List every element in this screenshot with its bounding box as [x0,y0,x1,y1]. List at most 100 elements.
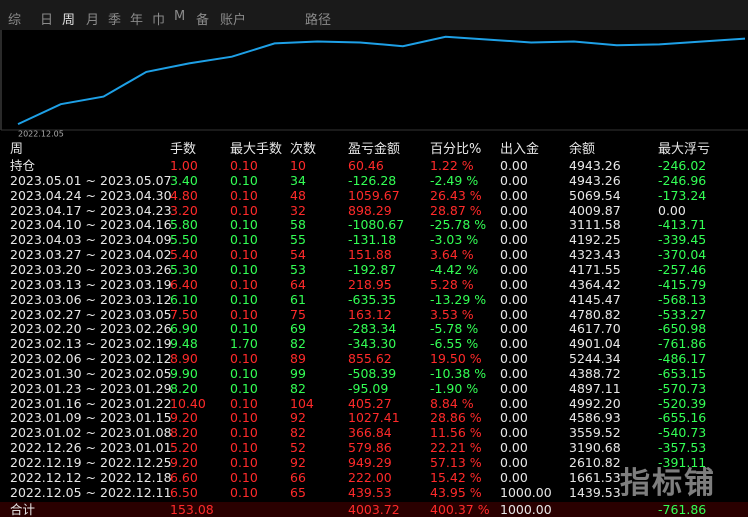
tab[interactable]: M [174,9,186,24]
table-row: 持仓 1.00 0.10 10 60.46 1.22 % 0.00 4943.26 -246.0… [0,158,748,173]
cell: 1059.67 [348,187,400,203]
cell: -246.02 [658,158,707,173]
cell: -173.24 [658,187,707,203]
cell: -570.73 [658,380,707,396]
cell: 0.00 [658,202,686,218]
cell: 15.42 % [430,469,482,485]
cell: 2023.01.16 ~ 2023.01.22 [10,395,172,411]
cell: 400.37 % [430,501,490,517]
cell: -568.13 [658,291,707,307]
cell: 898.29 [348,202,392,218]
cell: 60.46 [348,158,384,173]
cell: 22.21 % [430,440,482,456]
cell: 2023.01.30 ~ 2023.02.05 [10,365,172,381]
cell: 0.00 [500,202,528,218]
header-row: 周 手数 最大手数 次数 盈亏金额 百分比% 出入金 余额 最大浮亏 [0,142,748,157]
cell: 19.50 % [430,351,482,367]
cell: 0.10 [230,395,258,411]
cell: 0.00 [500,217,528,233]
cell: -257.46 [658,261,707,277]
cell: 0.10 [230,306,258,322]
cell: 8.20 [170,425,198,441]
cell: 0.00 [500,469,528,485]
cell: 32 [290,202,306,218]
total-row: 合计 153.08 4003.72 400.37 % 1000.00 -761.86 [0,501,748,517]
tab[interactable]: 路径 [305,13,332,28]
cell: 0.00 [500,306,528,322]
tab[interactable]: 账户 [220,13,247,28]
cell: 69 [290,321,306,337]
cell: 2023.04.17 ~ 2023.04.23 [10,202,172,218]
header-cell: 次数 [290,142,317,157]
cell: 0.10 [230,187,258,203]
cell: 2022.12.26 ~ 2023.01.01 [10,440,172,456]
cell: 0.00 [500,380,528,396]
cell: 89 [290,351,306,367]
tab[interactable]: 综 [8,13,22,28]
chart-bg [0,30,748,138]
cell: -13.29 % [430,291,487,307]
cell: 4009.87 [569,202,621,218]
watermark: 指标铺 [620,466,716,501]
tab[interactable]: 备 [196,13,210,28]
cell: 4171.55 [569,261,621,277]
cell: 0.10 [230,351,258,367]
table-row: 2023.01.30 ~ 2023.02.05 9.90 0.10 99 -508.39… [0,366,748,381]
table-row: 2023.02.27 ~ 2023.03.05 7.50 0.10 75 163.12 3… [0,307,748,322]
cell: 3559.52 [569,425,621,441]
tab[interactable]: 月 [86,13,100,28]
cell: 92 [290,410,306,426]
cell: 4388.72 [569,365,621,381]
cell: 0.10 [230,276,258,292]
cell: 0.00 [500,410,528,426]
header-cell: 余额 [569,142,596,157]
cell: -126.28 [348,172,397,188]
cell: 2023.04.10 ~ 2023.04.16 [10,217,172,233]
cell: 0.00 [500,158,528,173]
cell: 53 [290,261,306,277]
tab[interactable]: 日 [40,13,54,28]
cell: 5.28 % [430,276,474,292]
cell: 82 [290,380,306,396]
cell: 4003.72 [348,501,400,517]
cell: 6.60 [170,469,198,485]
tab[interactable]: 巾 [152,13,166,28]
table-row: 2022.12.19 ~ 2022.12.25 9.20 0.10 92 949.29 5… [0,455,748,470]
cell: 2023.04.24 ~ 2023.04.30 [10,187,172,203]
cell: -192.87 [348,261,397,277]
cell: 2022.12.12 ~ 2022.12.18 [10,469,172,485]
cell: -650.98 [658,321,707,337]
table-row: 2023.05.01 ~ 2023.05.07 3.40 0.10 34 -126.28… [0,173,748,188]
cell: 0.00 [500,395,528,411]
cell: 26.43 % [430,187,482,203]
cell: 2023.02.27 ~ 2023.03.05 [10,306,172,322]
cell: -413.71 [658,217,707,233]
tab[interactable]: 周 [62,13,76,28]
cell: 92 [290,455,306,470]
cell: 55 [290,232,306,248]
cell: -508.39 [348,365,397,381]
cell: 0.00 [500,261,528,277]
cell: 9.48 [170,336,198,352]
cell: 6.40 [170,276,198,292]
cell: 64 [290,276,306,292]
cell: 10.40 [170,395,206,411]
header-cell: 最大浮亏 [658,142,711,157]
tab[interactable]: 年 [130,13,144,28]
cell: 0.10 [230,380,258,396]
cell: -5.78 % [430,321,479,337]
cell: 75 [290,306,306,322]
cell: 0.00 [500,232,528,248]
cell: -95.09 [348,380,389,396]
cell: 43.95 % [430,484,482,500]
table-row: 2022.12.12 ~ 2022.12.18 6.60 0.10 66 222.00 1… [0,470,748,485]
cell: 10 [290,158,306,173]
cell: -1.90 % [430,380,479,396]
cell: 2022.12.19 ~ 2022.12.25 [10,455,172,470]
table-row: 2023.01.02 ~ 2023.01.08 8.20 0.10 82 366.84 1… [0,425,748,440]
cell: 0.10 [230,410,258,426]
cell: 222.00 [348,469,392,485]
cell: 1.00 [170,158,198,173]
tab[interactable]: 季 [108,13,122,28]
cell: 4992.20 [569,395,621,411]
